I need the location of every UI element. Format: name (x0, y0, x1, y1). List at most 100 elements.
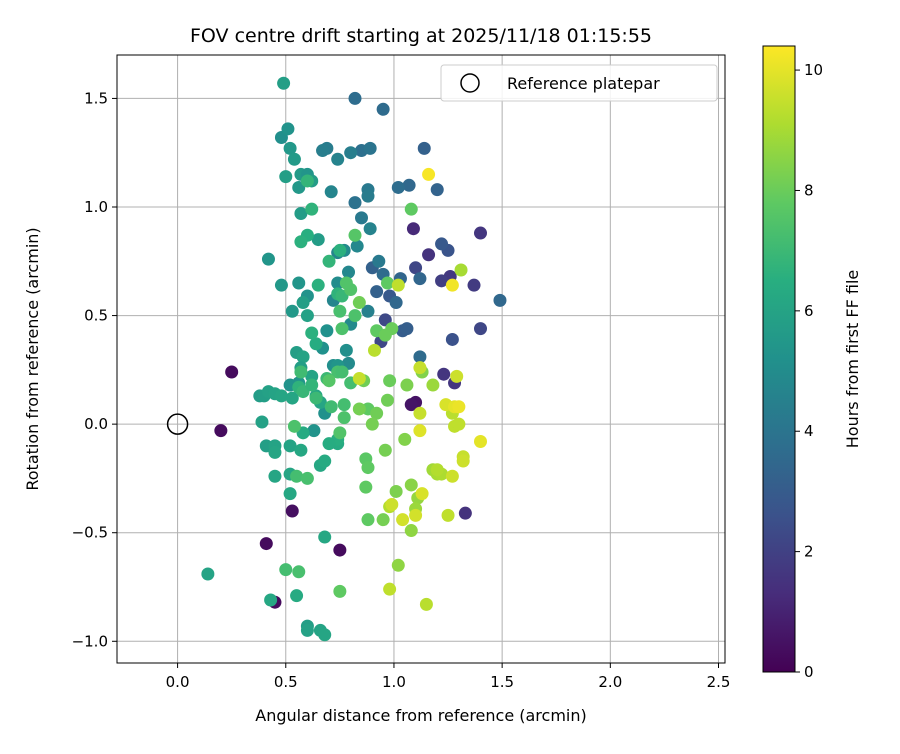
data-point (363, 222, 377, 236)
data-point (316, 144, 330, 158)
data-point (376, 513, 390, 527)
data-point (450, 369, 464, 383)
data-point (294, 365, 308, 379)
data-point (290, 589, 304, 603)
data-point (413, 350, 427, 364)
x-tick-label: 1.0 (382, 673, 406, 691)
data-point (367, 343, 381, 357)
data-point (337, 411, 351, 425)
data-point (296, 296, 310, 310)
colorbar-tick-label: 4 (804, 422, 814, 440)
reference-platepar-marker (166, 413, 189, 435)
data-point (372, 254, 386, 268)
data-point (413, 272, 427, 286)
y-tick-label: 0.0 (84, 415, 108, 433)
data-point (413, 361, 427, 375)
data-point (305, 378, 319, 392)
data-point (430, 463, 444, 477)
data-point (361, 461, 375, 475)
colorbar-tick-label: 0 (804, 663, 814, 681)
data-point (296, 350, 310, 364)
data-point (352, 296, 366, 310)
data-point (324, 185, 338, 199)
data-point (422, 167, 436, 181)
data-point (413, 424, 427, 438)
data-point (322, 437, 336, 451)
data-point (400, 322, 414, 336)
data-point (300, 309, 314, 323)
data-point (391, 278, 405, 292)
data-point (435, 237, 449, 251)
data-point (413, 406, 427, 420)
data-point (287, 419, 301, 433)
data-point (385, 322, 399, 336)
data-point (344, 146, 358, 160)
chart-title: FOV centre drift starting at 2025/11/18 … (190, 25, 652, 47)
data-point (259, 537, 273, 551)
y-tick-label: 1.5 (84, 89, 108, 107)
data-point (452, 400, 466, 414)
data-point (454, 263, 468, 277)
data-point (268, 445, 282, 459)
colorbar-label: Hours from first FF file (843, 270, 862, 449)
data-point (294, 443, 308, 457)
data-point (391, 180, 405, 194)
data-point (335, 365, 349, 379)
data-point (214, 424, 228, 438)
legend-label: Reference platepar (507, 74, 660, 93)
data-point (404, 524, 418, 538)
data-point (342, 265, 356, 279)
data-point (456, 454, 470, 468)
y-axis-ticks: −1.0 −0.5 0.0 0.5 1.0 1.5 (72, 89, 117, 650)
data-point (307, 424, 321, 438)
colorbar: 0 2 4 6 8 10 Hours from first FF file (762, 45, 862, 681)
data-point (335, 322, 349, 336)
data-point (322, 374, 336, 388)
data-point (294, 235, 308, 249)
data-point (400, 378, 414, 392)
data-point (441, 508, 455, 522)
colorbar-tick-label: 6 (804, 302, 814, 320)
data-point (283, 141, 297, 155)
data-point (292, 276, 306, 290)
data-point (339, 276, 353, 290)
colorbar-tick-label: 2 (804, 543, 814, 561)
colorbar-tick-label: 10 (804, 61, 823, 79)
data-point (467, 278, 481, 292)
data-point (363, 141, 377, 155)
data-point (389, 296, 403, 310)
data-point (445, 332, 459, 346)
data-point (378, 443, 392, 457)
x-axis-ticks: 0.0 0.5 1.0 1.5 2.0 2.5 (166, 663, 730, 691)
data-point (294, 207, 308, 221)
data-point (437, 367, 451, 381)
data-point (370, 285, 384, 299)
data-point (348, 309, 362, 323)
legend-reference-marker (460, 73, 480, 93)
x-axis-label: Angular distance from reference (arcmin) (255, 706, 586, 725)
data-point (361, 189, 375, 203)
data-point (277, 76, 291, 90)
data-point (402, 178, 416, 192)
data-point (396, 513, 410, 527)
data-point (422, 248, 436, 262)
data-point (333, 304, 347, 318)
data-point (404, 398, 418, 412)
data-point (385, 497, 399, 511)
data-point (409, 261, 423, 275)
data-point (283, 487, 297, 501)
data-point (493, 293, 507, 307)
data-point (333, 426, 347, 440)
data-point (333, 543, 347, 557)
y-tick-label: −1.0 (72, 632, 108, 650)
data-point (285, 391, 299, 405)
data-point (430, 183, 444, 197)
y-tick-label: 1.0 (84, 198, 108, 216)
data-point (380, 276, 394, 290)
data-point (309, 391, 323, 405)
data-point (261, 252, 275, 266)
data-point (348, 196, 362, 210)
data-point (458, 506, 472, 520)
data-point (350, 239, 364, 253)
